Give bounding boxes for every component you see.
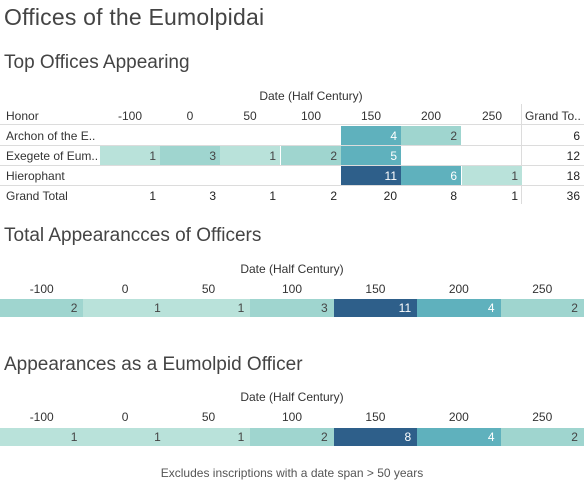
header-divider [0,124,584,125]
row-label: Archon of the E.. [6,129,96,143]
page-title: Offices of the Eumolpidai [4,4,265,30]
cell-value: 5 [390,149,397,163]
cell-value: 2 [330,149,337,163]
column-header: 250 [481,109,503,123]
cell-value: 8 [450,189,457,203]
eumolpid-cell [500,428,584,446]
total-cell-value: 2 [571,301,578,315]
total-cell [250,299,334,317]
row-total-value: 12 [566,149,580,163]
total-cell-value: 1 [154,301,161,315]
table-cell [401,166,461,186]
eumolpid-cell-value: 1 [154,430,161,444]
total-cell-value: 2 [70,301,78,315]
cell-value: 1 [269,189,276,203]
eumolpid-cell-value: 8 [404,430,412,444]
total-tick-label: 0 [121,282,129,296]
column-header: 200 [420,109,442,123]
cell-value: 11 [384,169,397,183]
eumolpid-tick-label: 250 [532,410,553,424]
row-divider [0,165,584,166]
eumolpid-cell [417,428,501,446]
total-cell [500,299,584,317]
column-header: 150 [360,109,382,123]
total-tick-label: 250 [532,282,553,296]
cell-value: 20 [383,189,397,203]
row-total-value: 18 [566,169,580,183]
total-tick-label: 50 [201,282,216,296]
table-cell [341,166,401,186]
total-tick-label: 200 [448,282,469,296]
total-tick-label: 100 [281,282,302,296]
total-cell [83,299,167,317]
table-cell [462,166,522,186]
cell-value: 4 [390,129,397,143]
eumolpid-tick-label: 50 [201,410,216,424]
table-cell [401,126,461,146]
table-cell [160,146,220,166]
eumolpid-cell-value: 2 [321,430,328,444]
table-cell [341,146,401,166]
eumolpid-cell-value: 1 [70,430,78,444]
table-axis-title: Date (Half Century) [259,89,363,103]
eumolpid-appearances-title: Appearances as a Eumolpid Officer [4,354,303,375]
row-divider [0,145,584,146]
total-cell [333,299,418,317]
eumolpid-cell [0,428,84,446]
total-axis-title: Date (Half Century) [240,262,344,276]
table-cell [100,146,160,166]
row-label: Exegete of Eum.. [6,149,99,163]
total-cell-value: 11 [398,301,412,315]
total-cell [166,299,251,317]
cell-value: 1 [511,169,518,183]
total-tick-label: 150 [365,282,386,296]
cell-value: 1 [511,189,518,203]
grand-total-value: 36 [566,189,580,203]
cell-value: 1 [269,149,276,163]
grand-total-row-label: Grand Total [6,189,68,203]
table-title: Top Offices Appearing [4,52,190,73]
row-divider [0,185,584,186]
total-cell-value: 1 [237,301,245,315]
footnote: Excludes inscriptions with a date span >… [160,466,424,480]
eumolpid-tick-label: 100 [281,410,302,424]
grand-total-column-header: Grand To.. [525,109,581,123]
eumolpid-cell [166,428,251,446]
eumolpid-cell [83,428,167,446]
cell-value: 3 [209,189,216,203]
total-cell-value: 4 [487,301,495,315]
eumolpid-tick-label: -100 [29,410,54,424]
row-total-value: 6 [573,129,580,143]
eumolpid-tick-label: 200 [448,410,469,424]
column-header: -100 [117,109,143,123]
cell-value: 6 [450,169,457,183]
table-cell [220,146,280,166]
eumolpid-tick-label: 0 [121,410,129,424]
cell-value: 1 [149,189,156,203]
eumolpid-axis-title: Date (Half Century) [240,390,344,404]
cell-value: 2 [330,189,337,203]
row-label: Hierophant [6,169,65,183]
column-header: 0 [186,109,194,123]
eumolpid-cell-value: 2 [571,430,578,444]
table-cell [341,126,401,146]
eumolpid-cell [333,428,418,446]
total-cell [0,299,84,317]
total-appearances-title: Total Appearancces of Officers [4,225,262,246]
total-cell-value: 3 [321,301,328,315]
eumolpid-cell [250,428,334,446]
column-header: 100 [300,109,322,123]
table-cell [281,146,341,166]
grand-total-divider [521,104,522,204]
cell-value: 1 [149,149,156,163]
total-tick-label: -100 [29,282,54,296]
cell-value: 2 [450,129,457,143]
eumolpid-cell-value: 4 [487,430,495,444]
total-cell [417,299,501,317]
eumolpid-cell-value: 1 [237,430,245,444]
eumolpid-tick-label: 150 [365,410,386,424]
column-header: 50 [243,109,257,123]
row-header-label: Honor [6,109,39,123]
cell-value: 3 [209,149,216,163]
